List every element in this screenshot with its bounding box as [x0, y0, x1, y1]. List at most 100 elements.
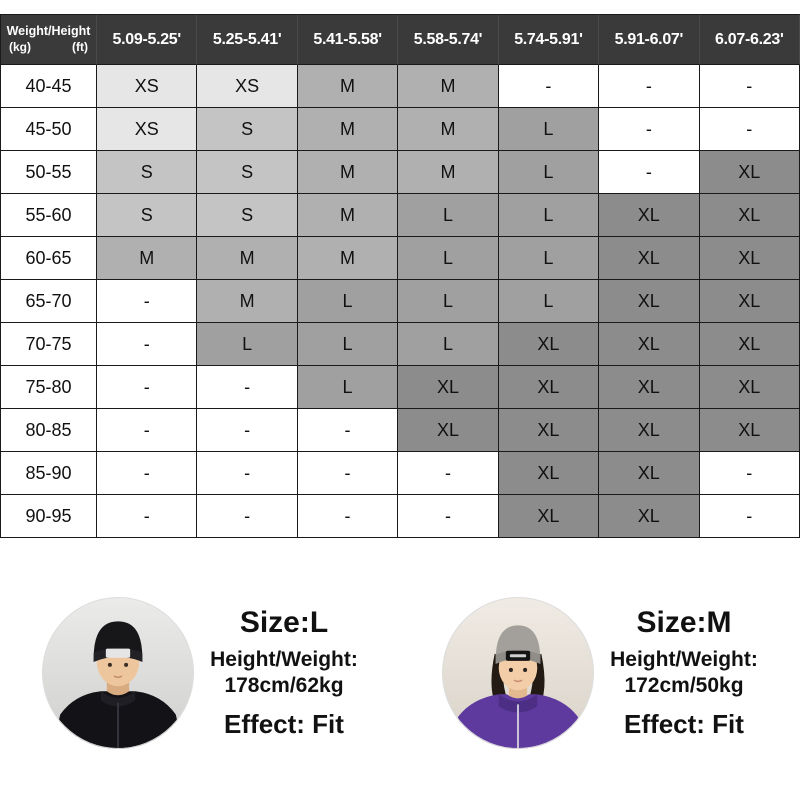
size-cell: XL	[498, 409, 600, 452]
table-row: 40-45 XS XS M M - - -	[1, 65, 800, 108]
size-cell: L	[398, 194, 499, 237]
column-header: 5.74-5.91'	[498, 15, 600, 65]
male-model-illustration	[42, 597, 195, 749]
column-header: 5.09-5.25'	[97, 15, 198, 65]
table-row: 55-60 S S M L L XL XL	[1, 194, 800, 237]
size-cell: XL	[699, 323, 800, 366]
size-cell: S	[197, 108, 298, 151]
size-cell: L	[297, 366, 399, 409]
size-cell: -	[97, 495, 198, 538]
corner-title: Weight/Height	[6, 23, 91, 38]
size-cell: S	[197, 151, 298, 194]
table-row: 90-95- - - - XL XL -	[1, 495, 800, 538]
table-row: 70-75- L L L XL XL XL	[1, 323, 800, 366]
weight-range-cell: 45-50	[1, 108, 97, 151]
size-cell: L	[398, 323, 499, 366]
weight-range-cell: 80-85	[1, 409, 97, 452]
column-header: 5.25-5.41'	[197, 15, 298, 65]
size-cell: M	[297, 151, 399, 194]
size-cell: XL	[699, 366, 800, 409]
size-cell: S	[97, 194, 198, 237]
size-cell: XL	[498, 495, 600, 538]
size-cell: M	[197, 280, 298, 323]
size-cell: -	[97, 323, 198, 366]
corner-units: (kg) (ft)	[5, 40, 92, 54]
size-cell: L	[297, 280, 399, 323]
size-cell: L	[197, 323, 298, 366]
size-cell: M	[398, 151, 499, 194]
size-cell: XL	[498, 452, 600, 495]
size-cell: XL	[398, 409, 499, 452]
size-cell: XL	[599, 194, 700, 237]
size-cell: M	[297, 108, 399, 151]
size-cell: L	[498, 280, 600, 323]
size-cell: -	[197, 366, 298, 409]
corner-unit-kg: (kg)	[9, 40, 31, 55]
size-cell: -	[97, 409, 198, 452]
size-cell: XL	[699, 237, 800, 280]
size-cell: -	[498, 65, 600, 108]
header-row: Weight/Height (kg) (ft) 5.09-5.25' 5.25-5…	[1, 15, 800, 65]
male-size-label: Size:L	[239, 606, 329, 639]
model-fit-section: Size:L Height/Weight: 178cm/62kg Effect:…	[0, 568, 800, 778]
weight-range-cell: 85-90	[1, 452, 97, 495]
table-row: 45-50 XS S M M L - -	[1, 108, 800, 151]
size-cell: XL	[599, 280, 700, 323]
female-height-weight-label: Height/Weight:	[610, 647, 758, 671]
size-cell: XL	[599, 495, 700, 538]
size-cell: M	[297, 194, 399, 237]
size-cell: XL	[599, 452, 700, 495]
weight-range-cell: 60-65	[1, 237, 97, 280]
size-cell: L	[498, 151, 600, 194]
size-cell: -	[97, 452, 198, 495]
female-model-photo	[442, 597, 595, 749]
size-cell: XL	[498, 366, 600, 409]
size-cell: M	[197, 237, 298, 280]
size-cell: XL	[699, 194, 800, 237]
weight-range-cell: 40-45	[1, 65, 97, 108]
size-cell: XS	[97, 108, 198, 151]
column-header: 5.58-5.74'	[398, 15, 499, 65]
size-cell: XL	[599, 409, 700, 452]
male-effect-label: Effect: Fit	[224, 709, 344, 739]
male-model-info: Size:L Height/Weight: 178cm/62kg Effect:…	[210, 606, 358, 740]
size-cell: -	[699, 108, 800, 151]
size-cell: -	[197, 409, 298, 452]
size-cell: -	[197, 495, 298, 538]
table-row: 75-80- - L XL XL XL XL	[1, 366, 800, 409]
size-cell: S	[197, 194, 298, 237]
size-cell: M	[398, 65, 499, 108]
female-size-label: Size:M	[636, 606, 732, 639]
female-height-weight-value: 172cm/50kg	[624, 673, 744, 697]
size-cell: XS	[97, 65, 198, 108]
size-cell: -	[297, 452, 399, 495]
size-cell: L	[498, 237, 600, 280]
weight-range-cell: 50-55	[1, 151, 97, 194]
size-cell: -	[197, 452, 298, 495]
column-header: 5.41-5.58'	[297, 15, 399, 65]
table-row: 80-85- - - XL XL XL XL	[1, 409, 800, 452]
size-cell: M	[97, 237, 198, 280]
size-cell: L	[498, 194, 600, 237]
table-row: 65-70- M L L L XL XL	[1, 280, 800, 323]
size-cell: S	[97, 151, 198, 194]
size-cell: M	[297, 65, 399, 108]
size-cell: L	[398, 280, 499, 323]
size-cell: L	[498, 108, 600, 151]
size-cell: M	[398, 108, 499, 151]
size-cell: -	[699, 65, 800, 108]
size-cell: -	[699, 495, 800, 538]
size-cell: XL	[699, 151, 800, 194]
weight-range-cell: 65-70	[1, 280, 97, 323]
size-cell: -	[97, 366, 198, 409]
weight-range-cell: 70-75	[1, 323, 97, 366]
column-header: 5.91-6.07'	[599, 15, 700, 65]
male-height-weight-label: Height/Weight:	[210, 647, 358, 671]
size-cell: XL	[398, 366, 499, 409]
size-cell: -	[599, 108, 700, 151]
size-cell: -	[599, 151, 700, 194]
size-cell: -	[97, 280, 198, 323]
weight-range-cell: 90-95	[1, 495, 97, 538]
table-row: 50-55 S S M M L - XL	[1, 151, 800, 194]
